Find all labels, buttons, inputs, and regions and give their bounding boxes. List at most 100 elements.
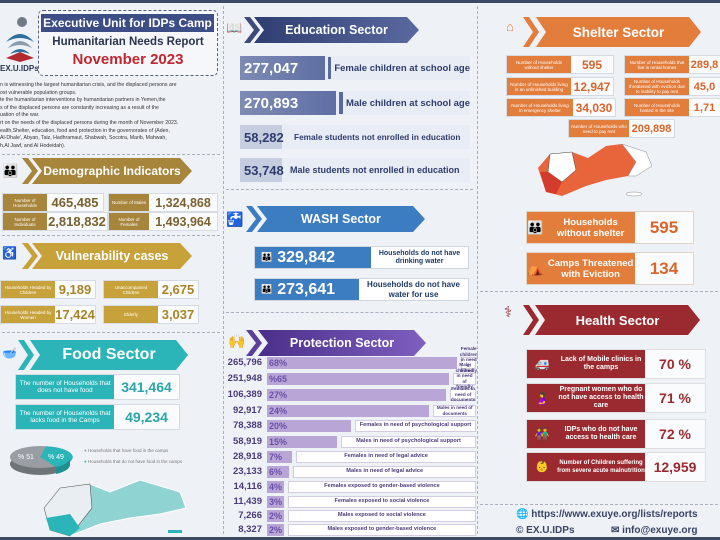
svg-text:% 49: % 49	[48, 454, 64, 461]
copyright-handle: © EX.U.IDPs	[516, 525, 575, 536]
yemen-map-shelter	[538, 143, 653, 197]
children-icon: 👶	[535, 461, 549, 473]
wash-row-drinking-water: 👪 329,842 Households do not have drinking…	[254, 246, 469, 269]
stat-unaccompanied-children: Unaccompanied Children 2,675	[103, 280, 199, 299]
protection-count: 23,133	[232, 466, 262, 477]
svg-text:% 51: % 51	[18, 454, 34, 461]
book-icon: 📖	[226, 20, 243, 35]
shelter-house-icon: ⌂	[506, 19, 514, 34]
protection-row: 251,948 %65 Male children in need of frien…	[226, 362, 476, 395]
stat-headed-by-women: Households Headed by Women 17,424	[0, 305, 96, 324]
divider	[2, 154, 220, 155]
protection-bar: 27%	[267, 388, 447, 401]
family-icon: 👪	[527, 220, 544, 235]
protection-label: Females exposed to gender-based violence	[287, 480, 476, 493]
protection-bar: 15%	[267, 435, 337, 448]
caduceus-icon: ⚕	[504, 304, 513, 321]
protection-count: 78,388	[232, 420, 262, 431]
demographic-banner: Demographic Indicators	[32, 158, 192, 184]
middle-column: 📖 Education Sector 277,047 Female childre…	[223, 6, 478, 536]
wash-row-water-for-use: 👪 273,641 Households do not have water fo…	[254, 278, 469, 301]
protection-count: 11,439	[233, 496, 262, 507]
edu-row-female-not-enrolled: 58,282 Female students not enrolled in ed…	[240, 125, 470, 149]
protection-bar: %65	[267, 372, 449, 385]
health-banner: Health Sector	[535, 305, 700, 335]
protection-count: 92,917	[232, 405, 262, 416]
protection-row: 14,116 4% Females exposed to gender-based …	[226, 480, 476, 493]
protection-count: 106,389	[227, 389, 262, 400]
protection-row: 92,917 24% Males in need of documents	[226, 404, 476, 417]
email-link[interactable]: ✉ info@exuye.org	[611, 525, 698, 536]
website-link[interactable]: 🌐 https://www.exuye.org/lists/reports	[516, 509, 698, 520]
divider	[2, 235, 220, 236]
protection-row: 11,439 3% Females exposed to social violen…	[226, 495, 476, 508]
divider	[480, 504, 718, 505]
protection-count: 8,327	[238, 524, 262, 535]
divider	[226, 312, 473, 313]
stat-without-shelter: Number of Households without shelter 595	[506, 55, 614, 74]
protection-bar: 4%	[267, 480, 284, 493]
health-row-pregnant-women: 🤰 Pregnant women who do not have access t…	[526, 383, 706, 413]
stat-households: Number of Households 465,485	[2, 193, 104, 212]
divider	[2, 332, 220, 333]
intro-text: n is witnessing the largest humanitarian…	[0, 82, 179, 149]
pregnant-woman-icon: 🤰	[534, 391, 550, 405]
protection-row: 265,796 68% Female children in need of fri…	[226, 346, 478, 379]
protection-label: Males in need of documents	[433, 404, 476, 417]
edu-row-male-not-enrolled: 53,748 Male students not enrolled in educ…	[240, 158, 470, 182]
logo	[0, 12, 40, 64]
protection-row: 78,388 20% Females in need of psychologica…	[226, 419, 476, 432]
protection-label: Females in need of psychological support	[355, 419, 476, 432]
pie-legend-no-food: ● Households that do not have food in th…	[84, 459, 183, 464]
yemen-map-food	[43, 479, 187, 537]
report-month: November 2023	[72, 51, 184, 68]
shelter-banner: Shelter Sector	[536, 17, 701, 47]
protection-count: 7,266	[238, 510, 262, 521]
stat-individuals: Number of Individuals 2,818,832	[2, 212, 108, 231]
stat-emergency-shelter: Number of Households living in emergency…	[506, 98, 616, 117]
protection-row: 106,389 27% Females in need of documents	[226, 386, 476, 402]
protection-bar: 68%	[267, 356, 458, 369]
chevron-icon	[523, 17, 539, 47]
chevron-icon	[246, 330, 262, 356]
protection-row: 23,133 6% Males in need of legal advice	[226, 465, 476, 478]
protection-count: 58,919	[232, 436, 262, 447]
food-pie-chart: % 51 % 49	[10, 446, 73, 475]
tent-icon: ⛺	[527, 261, 544, 276]
protection-bar: 2%	[267, 509, 284, 522]
protection-bar: 20%	[267, 419, 351, 432]
chevron-icon	[523, 305, 539, 335]
divider	[226, 189, 473, 190]
stat-males: Number of Males 1,324,868	[108, 193, 218, 212]
wash-banner: WASH Sector	[257, 206, 425, 232]
chevron-icon	[246, 206, 262, 232]
protection-count: 28,918	[232, 451, 262, 462]
pie-legend-have-food: ● Households that have food in the camps	[84, 448, 169, 453]
health-row-malnutrition: 👶 Number of Children suffering from sever…	[526, 452, 706, 482]
protection-bar: 2%	[267, 523, 284, 536]
protection-bar: 24%	[267, 404, 430, 417]
stat-need-to-pay-rent: Number of Households who need to pay ren…	[568, 119, 675, 138]
left-column: EX.U.IDPs Executive Unit for IDPs Camp H…	[0, 6, 222, 537]
protection-label: Males exposed to social violence	[287, 509, 476, 522]
protection-label: Males in need of psychological support	[341, 435, 476, 448]
edu-row-male-school-age: 270,893 Male children at school age	[240, 91, 470, 115]
protection-bar: 3%	[267, 495, 284, 508]
stat-threatened-eviction: Number of Households threatened with evi…	[624, 77, 720, 96]
protection-row: 8,327 2% Males exposed to gender-based vio…	[226, 523, 476, 536]
family-icon: 👪	[2, 163, 19, 178]
protection-row: 7,266 2% Males exposed to social violence	[226, 509, 476, 522]
stat-headed-by-children: Households Headed by Children 9,189	[0, 280, 96, 299]
family-icon: 👪	[261, 252, 273, 262]
stat-rental-homes: Number of Households that live in rental…	[624, 55, 720, 74]
stat-hosted-in-site: Number of Households hosted in the site 1…	[624, 98, 720, 117]
protection-banner: Protection Sector	[258, 330, 426, 356]
protection-label: Males exposed to gender-based violence	[287, 523, 476, 536]
protection-label: Males in need of legal advice	[293, 465, 476, 478]
protection-bar: 7%	[267, 450, 293, 463]
protection-label: Females exposed to social violence	[287, 495, 476, 508]
health-row-idps-no-access: 👫 IDPs who do not have access to health c…	[526, 419, 706, 449]
stat-females: Number of Females 1,493,964	[108, 212, 218, 231]
people-icon: 👫	[534, 427, 550, 441]
